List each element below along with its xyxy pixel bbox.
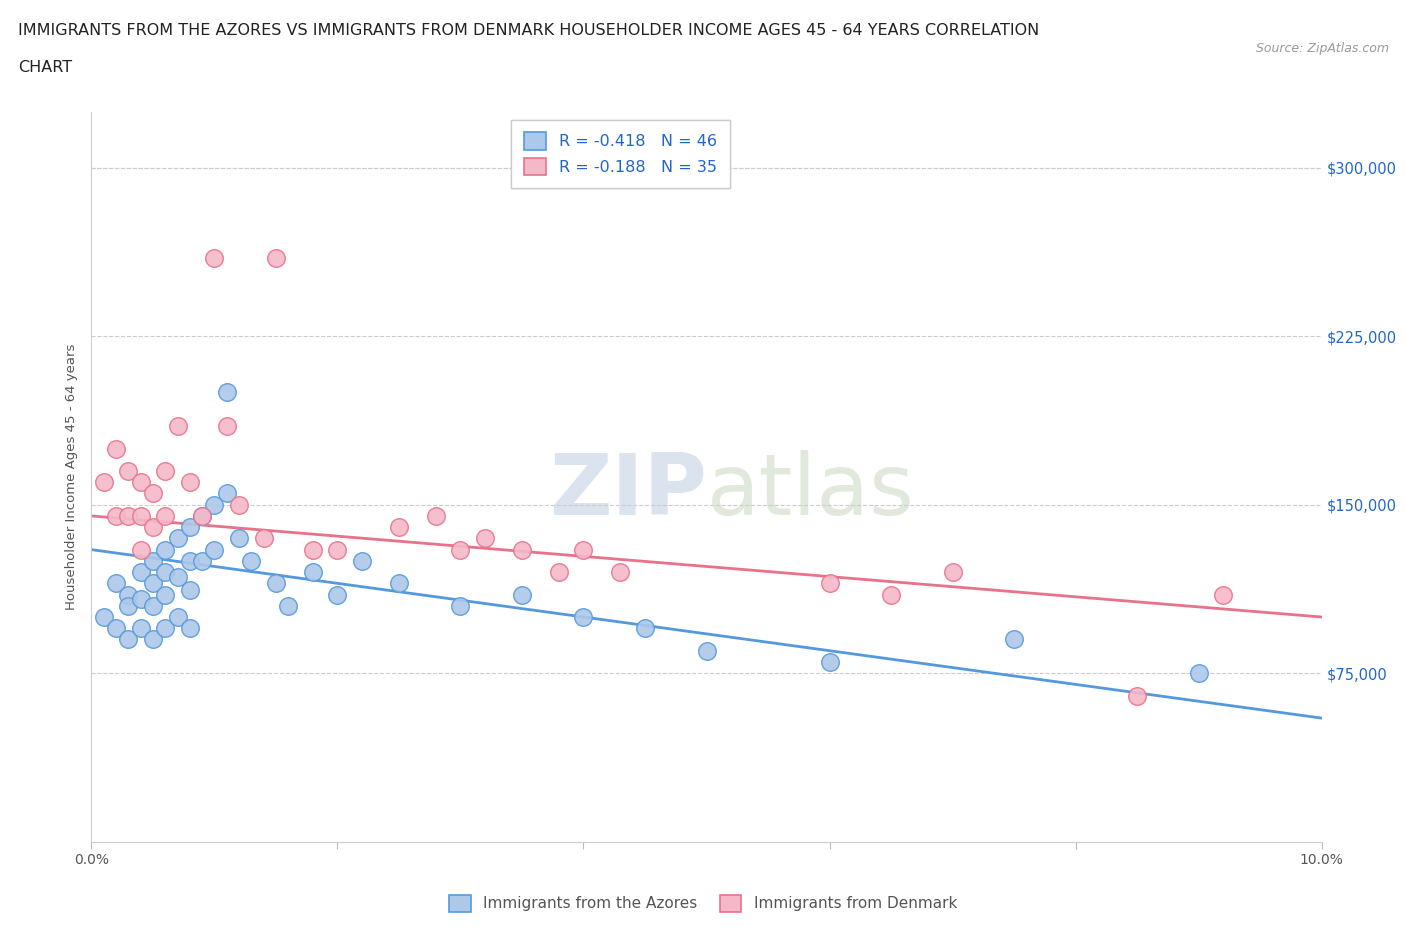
Text: ZIP: ZIP	[548, 450, 706, 533]
Point	[129, 565, 152, 579]
Point	[1187, 666, 1209, 681]
Point	[215, 486, 238, 501]
Point	[179, 475, 201, 490]
Point	[215, 418, 238, 433]
Point	[474, 531, 496, 546]
Text: atlas: atlas	[706, 450, 914, 533]
Point	[153, 565, 177, 579]
Point	[510, 542, 533, 557]
Point	[191, 553, 214, 568]
Point	[1126, 688, 1149, 703]
Point	[153, 621, 177, 636]
Point	[105, 441, 127, 456]
Point	[142, 553, 165, 568]
Point	[117, 598, 139, 613]
Point	[634, 621, 657, 636]
Point	[880, 587, 903, 602]
Text: IMMIGRANTS FROM THE AZORES VS IMMIGRANTS FROM DENMARK HOUSEHOLDER INCOME AGES 45: IMMIGRANTS FROM THE AZORES VS IMMIGRANTS…	[18, 23, 1039, 38]
Point	[264, 576, 287, 591]
Point	[179, 621, 201, 636]
Point	[301, 542, 323, 557]
Point	[153, 587, 177, 602]
Point	[425, 509, 447, 524]
Point	[129, 509, 152, 524]
Point	[129, 591, 152, 606]
Point	[105, 576, 127, 591]
Point	[191, 509, 214, 524]
Point	[117, 509, 139, 524]
Point	[326, 587, 349, 602]
Point	[105, 509, 127, 524]
Point	[105, 621, 127, 636]
Point	[696, 644, 718, 658]
Point	[449, 542, 471, 557]
Point	[153, 463, 177, 478]
Point	[572, 609, 595, 624]
Point	[240, 553, 263, 568]
Point	[142, 632, 165, 647]
Point	[326, 542, 349, 557]
Point	[142, 598, 165, 613]
Point	[228, 531, 250, 546]
Point	[1212, 587, 1234, 602]
Point	[547, 565, 569, 579]
Point	[166, 609, 188, 624]
Point	[301, 565, 323, 579]
Point	[277, 598, 299, 613]
Point	[179, 553, 201, 568]
Text: CHART: CHART	[18, 60, 72, 75]
Point	[572, 542, 595, 557]
Point	[510, 587, 533, 602]
Point	[388, 520, 411, 535]
Point	[1002, 632, 1025, 647]
Point	[117, 463, 139, 478]
Point	[818, 576, 841, 591]
Point	[117, 632, 139, 647]
Point	[117, 587, 139, 602]
Y-axis label: Householder Income Ages 45 - 64 years: Householder Income Ages 45 - 64 years	[65, 343, 79, 610]
Point	[609, 565, 631, 579]
Point	[93, 609, 115, 624]
Point	[93, 475, 115, 490]
Text: Source: ZipAtlas.com: Source: ZipAtlas.com	[1256, 42, 1389, 55]
Point	[179, 582, 201, 597]
Point	[142, 520, 165, 535]
Point	[350, 553, 373, 568]
Point	[264, 250, 287, 265]
Point	[166, 418, 188, 433]
Point	[142, 486, 165, 501]
Point	[142, 576, 165, 591]
Point	[166, 531, 188, 546]
Point	[153, 509, 177, 524]
Point	[215, 385, 238, 400]
Point	[191, 509, 214, 524]
Point	[449, 598, 471, 613]
Legend: Immigrants from the Azores, Immigrants from Denmark: Immigrants from the Azores, Immigrants f…	[443, 889, 963, 918]
Point	[129, 621, 152, 636]
Point	[202, 250, 225, 265]
Point	[129, 475, 152, 490]
Point	[129, 542, 152, 557]
Point	[179, 520, 201, 535]
Point	[202, 542, 225, 557]
Point	[253, 531, 276, 546]
Point	[228, 498, 250, 512]
Point	[202, 498, 225, 512]
Point	[388, 576, 411, 591]
Point	[153, 542, 177, 557]
Point	[942, 565, 965, 579]
Point	[818, 655, 841, 670]
Point	[166, 569, 188, 584]
Legend: R = -0.418   N = 46, R = -0.188   N = 35: R = -0.418 N = 46, R = -0.188 N = 35	[510, 120, 730, 188]
